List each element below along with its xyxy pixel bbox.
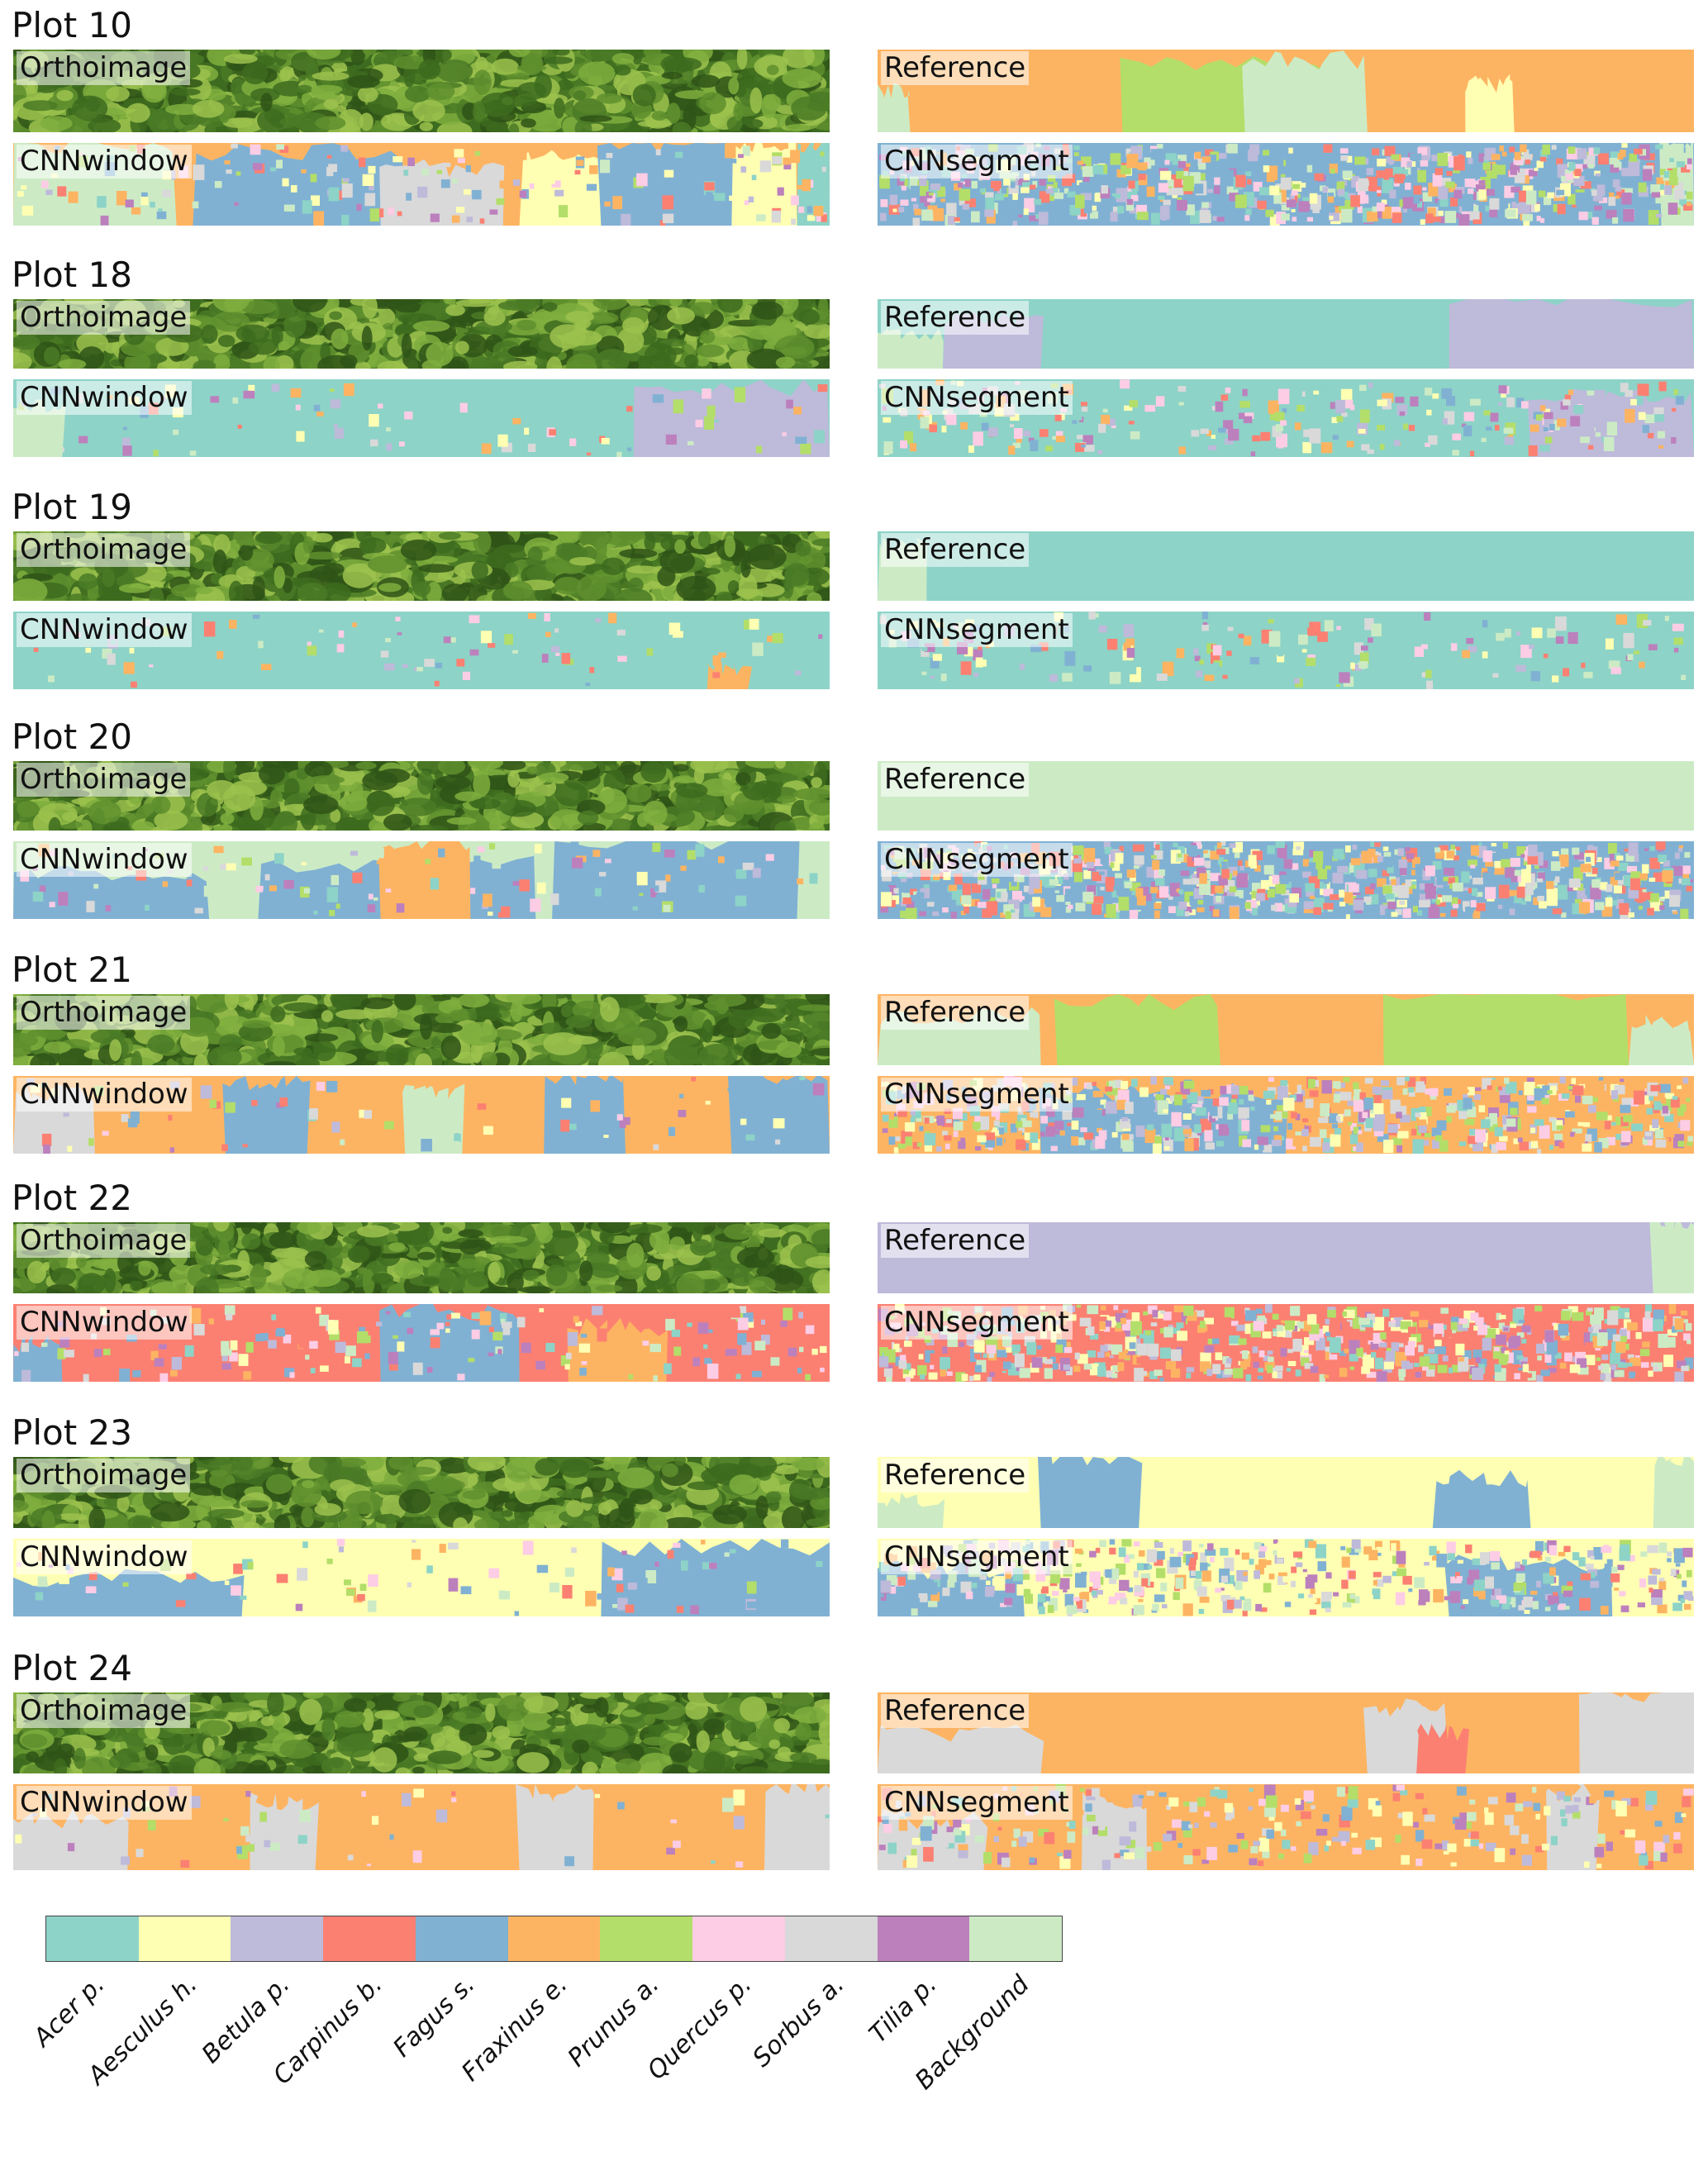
legend-swatch — [231, 1916, 324, 1961]
cnnwindow-panel: CNNwindow — [13, 379, 830, 457]
plot-title: Plot 18 — [12, 255, 132, 295]
orthoimage-panel: Orthoimage — [13, 1457, 830, 1528]
cnnwindow-panel: CNNwindow — [13, 612, 830, 689]
cnnsegment-panel-label: CNNsegment — [881, 381, 1073, 415]
cnnwindow-panel-label: CNNwindow — [17, 381, 192, 415]
orthoimage-panel-label: Orthoimage — [17, 763, 191, 797]
orthoimage-panel: Orthoimage — [13, 761, 830, 831]
legend-label: Fraxinus e. — [455, 1969, 573, 2087]
reference-panel-label: Reference — [881, 763, 1030, 797]
cnnsegment-panel-label: CNNsegment — [881, 613, 1073, 647]
legend-swatch — [969, 1916, 1063, 1961]
cnnwindow-panel: CNNwindow — [13, 1304, 830, 1382]
cnnwindow-panel: CNNwindow — [13, 1784, 830, 1870]
cnnsegment-panel-label: CNNsegment — [881, 1306, 1073, 1340]
reference-panel-label: Reference — [881, 301, 1030, 335]
cnnwindow-panel: CNNwindow — [13, 1076, 830, 1154]
cnnwindow-panel-label: CNNwindow — [17, 613, 192, 647]
cnnwindow-panel-label: CNNwindow — [17, 843, 192, 877]
reference-panel: Reference — [878, 1692, 1694, 1773]
legend-label: Sorbus a. — [747, 1969, 850, 2073]
cnnsegment-panel: CNNsegment — [878, 1539, 1694, 1616]
orthoimage-panel-label: Orthoimage — [17, 1224, 191, 1258]
cnnsegment-panel: CNNsegment — [878, 1304, 1694, 1382]
cnnsegment-panel: CNNsegment — [878, 1784, 1694, 1870]
plot-title: Plot 21 — [12, 950, 132, 990]
cnnwindow-panel-label: CNNwindow — [17, 1306, 192, 1340]
orthoimage-panel-label: Orthoimage — [17, 533, 191, 567]
plot-title: Plot 10 — [12, 5, 132, 45]
figure: Plot 10 Orthoimage Reference CNNwindow CNNse… — [12, 5, 1694, 2096]
legend-swatch — [138, 1916, 231, 1961]
orthoimage-panel-label: Orthoimage — [17, 996, 191, 1030]
legend-swatch — [46, 1916, 139, 1961]
legend-swatch — [507, 1916, 601, 1961]
legend-label: Aesculus h. — [82, 1969, 203, 2091]
legend-label: Carpinus b. — [267, 1969, 388, 2091]
plot-title: Plot 19 — [12, 487, 132, 527]
reference-panel-label: Reference — [881, 1224, 1030, 1258]
legend-label: Quercus p. — [642, 1969, 758, 2086]
orthoimage-panel: Orthoimage — [13, 1222, 830, 1293]
reference-panel-label: Reference — [881, 1694, 1030, 1728]
cnnsegment-panel: CNNsegment — [878, 1076, 1694, 1154]
cnnwindow-panel-label: CNNwindow — [17, 145, 192, 179]
cnnsegment-panel-label: CNNsegment — [881, 843, 1073, 877]
cnnsegment-panel-label: CNNsegment — [881, 1540, 1073, 1574]
cnnsegment-panel: CNNsegment — [878, 612, 1694, 689]
reference-panel-label: Reference — [881, 51, 1030, 85]
cnnwindow-panel-label: CNNwindow — [17, 1078, 192, 1112]
reference-panel-label: Reference — [881, 996, 1030, 1030]
cnnsegment-panel-label: CNNsegment — [881, 1786, 1073, 1820]
reference-panel-label: Reference — [881, 533, 1030, 567]
cnnwindow-panel: CNNwindow — [13, 841, 830, 919]
cnnsegment-panel: CNNsegment — [878, 841, 1694, 919]
orthoimage-panel-label: Orthoimage — [17, 1459, 191, 1492]
orthoimage-panel-label: Orthoimage — [17, 1694, 191, 1728]
legend-label: Betula p. — [196, 1969, 296, 2069]
legend-swatch — [415, 1916, 508, 1961]
plot-title: Plot 20 — [12, 716, 132, 757]
cnnwindow-panel: CNNwindow — [13, 1539, 830, 1616]
cnnwindow-panel-label: CNNwindow — [17, 1540, 192, 1574]
orthoimage-panel: Orthoimage — [13, 50, 830, 132]
reference-panel: Reference — [878, 1222, 1694, 1293]
legend-swatch — [692, 1916, 785, 1961]
orthoimage-panel: Orthoimage — [13, 531, 830, 601]
cnnsegment-panel: CNNsegment — [878, 143, 1694, 226]
legend-swatch — [323, 1916, 416, 1961]
legend-label: Prunus a. — [562, 1969, 666, 2073]
cnnsegment-panel-label: CNNsegment — [881, 145, 1073, 179]
cnnsegment-panel: CNNsegment — [878, 379, 1694, 457]
reference-panel: Reference — [878, 50, 1694, 132]
reference-panel: Reference — [878, 994, 1694, 1065]
reference-panel: Reference — [878, 531, 1694, 601]
legend-swatch — [877, 1916, 970, 1961]
cnnwindow-panel-label: CNNwindow — [17, 1786, 192, 1820]
cnnwindow-panel: CNNwindow — [13, 143, 830, 226]
orthoimage-panel-label: Orthoimage — [17, 301, 191, 335]
legend-label: Fagus s. — [387, 1969, 481, 2064]
reference-panel-label: Reference — [881, 1459, 1030, 1492]
reference-panel: Reference — [878, 761, 1694, 831]
reference-panel: Reference — [878, 299, 1694, 369]
plot-title: Plot 23 — [12, 1412, 132, 1453]
legend-colorbar — [45, 1916, 1063, 1962]
orthoimage-panel: Orthoimage — [13, 994, 830, 1065]
orthoimage-panel: Orthoimage — [13, 1692, 830, 1773]
cnnsegment-panel-label: CNNsegment — [881, 1078, 1073, 1112]
orthoimage-panel-label: Orthoimage — [17, 51, 191, 85]
plot-title: Plot 24 — [12, 1648, 132, 1688]
legend-swatch — [784, 1916, 878, 1961]
legend-label: Tilia p. — [864, 1969, 943, 2049]
reference-panel: Reference — [878, 1457, 1694, 1528]
legend-swatch — [600, 1916, 693, 1961]
plot-title: Plot 22 — [12, 1178, 132, 1218]
legend-label: Background — [909, 1969, 1035, 2096]
orthoimage-panel: Orthoimage — [13, 299, 830, 369]
